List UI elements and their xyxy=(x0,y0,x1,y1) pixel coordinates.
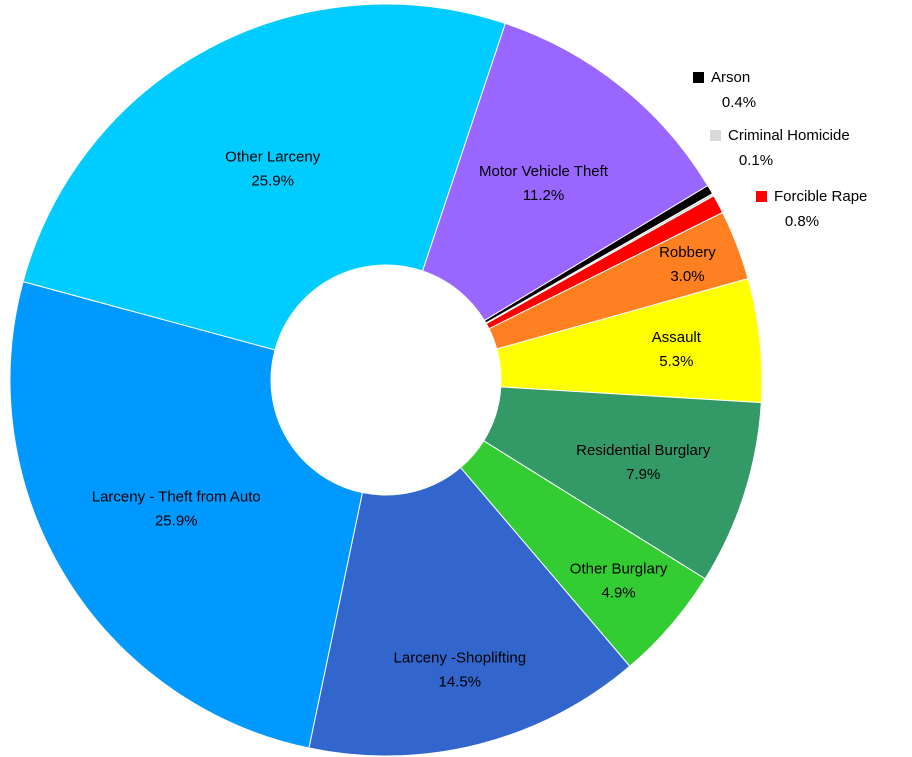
slice-value-label: 11.2% xyxy=(523,187,564,204)
slice-value-label: 7.9% xyxy=(626,466,660,483)
slice-label: Forcible Rape xyxy=(774,188,867,205)
donut-slice xyxy=(482,386,762,580)
slice-value-label: 0.1% xyxy=(739,152,773,169)
slice-value-label: 4.9% xyxy=(601,584,635,601)
slice-label: Criminal Homicide xyxy=(728,127,850,144)
slice-label: Other Burglary xyxy=(570,560,668,577)
slice-value-label: 0.4% xyxy=(722,94,756,111)
legend-swatch xyxy=(710,130,721,141)
slice-value-label: 5.3% xyxy=(659,353,693,370)
slice-label: Motor Vehicle Theft xyxy=(479,163,609,180)
slice-label: Residential Burglary xyxy=(576,442,711,459)
slice-value-label: 25.9% xyxy=(251,172,294,189)
slice-label: Larceny -Shoplifting xyxy=(394,650,527,667)
slice-label: Larceny - Theft from Auto xyxy=(92,489,261,506)
slice-label: Assault xyxy=(652,329,702,346)
donut-slice xyxy=(421,22,709,322)
donut-slice xyxy=(308,466,631,757)
slice-value-label: 25.9% xyxy=(155,513,198,530)
slice-value-label: 14.5% xyxy=(439,674,482,691)
slice-value-label: 3.0% xyxy=(670,268,704,285)
slice-label: Robbery xyxy=(659,244,716,261)
legend-swatch xyxy=(693,72,704,83)
legend-swatch xyxy=(756,191,767,202)
slice-label: Arson xyxy=(711,69,750,86)
donut-slice xyxy=(9,281,364,749)
slice-value-label: 0.8% xyxy=(785,213,819,230)
donut-slice xyxy=(22,3,506,351)
slice-label: Other Larceny xyxy=(225,148,321,165)
